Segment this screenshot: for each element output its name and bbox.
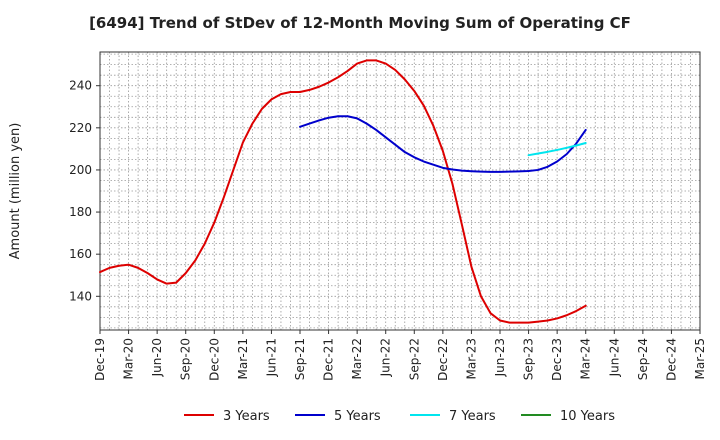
legend-label: 5 Years bbox=[334, 409, 381, 424]
grid-lines bbox=[99, 52, 701, 330]
y-tick-label: 200 bbox=[69, 163, 92, 177]
x-tick-label: Dec-23 bbox=[550, 338, 564, 381]
x-tick-label: Jun-22 bbox=[379, 338, 393, 377]
x-tick-label: Dec-19 bbox=[93, 338, 107, 381]
x-tick-label: Jun-21 bbox=[264, 338, 278, 377]
series-lines bbox=[99, 59, 587, 324]
x-tick-label: Dec-22 bbox=[436, 338, 450, 381]
plot-frame bbox=[99, 51, 701, 331]
series-line-3-years bbox=[99, 59, 587, 324]
x-tick-label: Jun-20 bbox=[150, 338, 164, 377]
x-tick-label: Mar-24 bbox=[579, 338, 593, 379]
legend-label: 7 Years bbox=[449, 409, 496, 424]
x-axis-ticks: Dec-19 Mar-20 Jun-20 Sep-20 Dec-20 Mar-21 Jun-… bbox=[93, 330, 707, 381]
x-tick-label: Sep-20 bbox=[179, 338, 193, 380]
x-tick-label: Jun-23 bbox=[493, 338, 507, 377]
x-tick-label: Dec-21 bbox=[322, 338, 336, 381]
y-tick-label: 220 bbox=[69, 121, 92, 135]
x-tick-label: Sep-24 bbox=[636, 338, 650, 380]
plot-border bbox=[99, 51, 701, 331]
x-tick-label: Dec-20 bbox=[207, 338, 221, 381]
y-tick-label: 240 bbox=[69, 79, 92, 93]
y-tick-label: 160 bbox=[69, 247, 92, 261]
y-tick-label: 140 bbox=[69, 289, 92, 303]
x-tick-label: Mar-25 bbox=[693, 338, 707, 379]
x-tick-label: Mar-22 bbox=[350, 338, 364, 379]
y-axis-ticks: 140 160 180 200 220 240 bbox=[69, 79, 100, 303]
y-axis-label: Amount (million yen) bbox=[8, 123, 23, 260]
y-tick-label: 180 bbox=[69, 205, 92, 219]
legend-label: 10 Years bbox=[560, 409, 615, 424]
x-tick-label: Mar-20 bbox=[122, 338, 136, 379]
chart-title: [6494] Trend of StDev of 12-Month Moving… bbox=[89, 14, 631, 32]
legend-label: 3 Years bbox=[223, 409, 270, 424]
series-line-7-years bbox=[527, 141, 587, 157]
x-tick-label: Jun-24 bbox=[607, 338, 621, 377]
x-tick-label: Sep-22 bbox=[407, 338, 421, 380]
x-tick-label: Mar-23 bbox=[464, 338, 478, 379]
series-line-5-years bbox=[299, 115, 587, 173]
x-tick-label: Sep-23 bbox=[522, 338, 536, 380]
x-tick-label: Sep-21 bbox=[293, 338, 307, 380]
x-tick-label: Dec-24 bbox=[664, 338, 678, 381]
x-tick-label: Mar-21 bbox=[236, 338, 250, 379]
legend: 3 Years 5 Years 7 Years 10 Years bbox=[184, 409, 615, 424]
